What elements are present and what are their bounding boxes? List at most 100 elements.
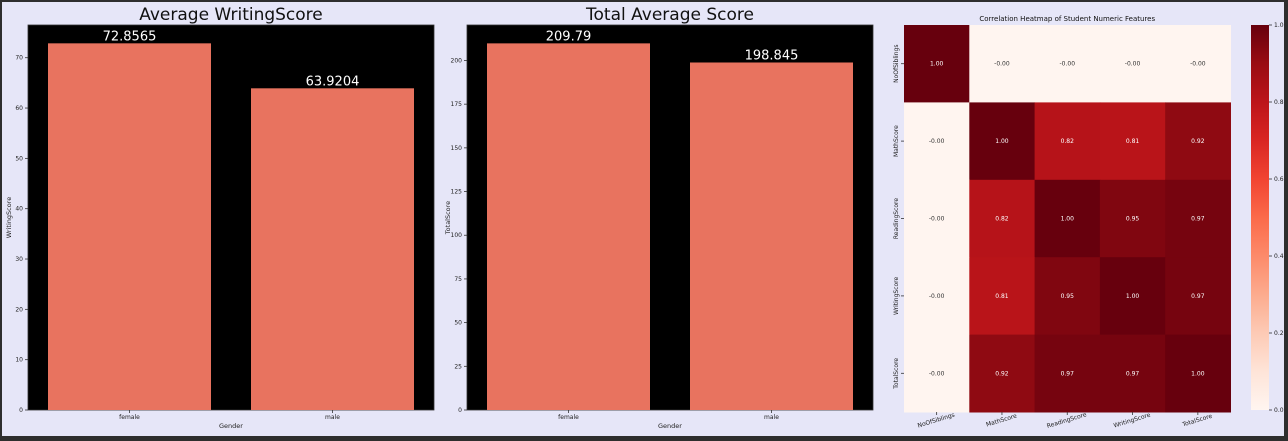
colorbar-tick-label: 0.4: [1274, 253, 1284, 260]
heatmap-cell: [969, 179, 1036, 258]
heatmap-cell: [1165, 102, 1231, 181]
chart-title: Average WritingScore: [139, 5, 323, 25]
y-tick-label: 50: [15, 155, 23, 162]
y-axis-label: TotalScore: [444, 201, 452, 235]
y-tick-label: 50: [454, 320, 462, 327]
heatmap-cell-value: 0.97: [1061, 370, 1075, 377]
y-tick-label: 75: [454, 276, 462, 283]
heatmap-cell: [1099, 102, 1166, 181]
heatmap-cell-value: -0.00: [1059, 61, 1075, 68]
data-label-male: 63.9204: [306, 74, 360, 89]
heatmap-cell-value: 1.00: [995, 138, 1009, 145]
heatmap-cell-value: 1.00: [1126, 293, 1140, 300]
x-tick-label: female: [558, 414, 579, 421]
heatmap-cell-value: 1.00: [1061, 216, 1075, 223]
heatmap-cell-value: -0.00: [929, 370, 945, 377]
heatmap-cell: [1034, 25, 1101, 103]
heatmap-cell-value: -0.00: [1190, 61, 1206, 68]
row-label: MathScore: [893, 125, 900, 157]
row-label: WritingScore: [893, 276, 900, 315]
y-tick-label: 175: [451, 101, 463, 108]
heatmap-cell-value: 0.95: [1126, 216, 1140, 223]
heatmap-cell: [1034, 334, 1101, 413]
colorbar-tick-label: 0.0: [1274, 407, 1284, 414]
heatmap-cell-value: 0.97: [1191, 216, 1205, 223]
y-tick-label: 30: [15, 256, 23, 263]
heatmap-cell-value: 0.92: [995, 370, 1009, 377]
y-tick-label: 125: [451, 189, 463, 196]
heatmap-cell-value: 0.97: [1191, 293, 1205, 300]
heatmap-cell-value: 0.97: [1126, 370, 1140, 377]
heatmap-cell: [969, 25, 1036, 103]
heatmap-cell-value: -0.00: [1125, 61, 1141, 68]
x-axis-label: Gender: [219, 422, 243, 430]
y-tick-label: 150: [451, 145, 463, 152]
bar-male: [690, 62, 853, 411]
heatmap-cell-value: 0.81: [995, 293, 1009, 300]
heatmap-cell-value: -0.00: [929, 216, 945, 223]
y-tick-label: 25: [454, 363, 462, 370]
heatmap-cell: [1099, 257, 1166, 336]
y-tick-label: 200: [451, 57, 463, 64]
heatmap-cell-value: 1.00: [930, 61, 944, 68]
figure-svg: Average WritingScore 0 10 20 30 40 50 60 70 72.85…: [5, 5, 1284, 430]
heatmap-cell-value: -0.00: [994, 61, 1010, 68]
heatmap-cell: [904, 179, 970, 258]
heatmap-cell: [969, 334, 1036, 413]
x-tick-label: male: [325, 414, 340, 421]
y-tick-label: 10: [15, 357, 23, 364]
colorbar-tick-label: 0.8: [1274, 99, 1284, 106]
heatmap-cell-value: -0.00: [929, 138, 945, 145]
heatmap-cell: [904, 334, 970, 413]
heatmap-cell: [1034, 102, 1101, 181]
row-label: ReadingScore: [893, 198, 900, 239]
colorbar-tick-label: 1.0: [1274, 22, 1284, 29]
heatmap-cell-value: 0.95: [1061, 293, 1075, 300]
colorbar-tick-label: 0.2: [1274, 330, 1284, 337]
x-tick-label: female: [119, 414, 140, 421]
data-label-female: 72.8565: [103, 29, 157, 44]
x-tick-label: male: [764, 414, 779, 421]
heatmap-cell: [904, 102, 970, 181]
heatmap-cell: [1034, 257, 1101, 336]
heatmap-title: Correlation Heatmap of Student Numeric F…: [979, 15, 1155, 23]
heatmap-cell: [1099, 179, 1166, 258]
heatmap-cell: [1099, 25, 1166, 103]
y-tick-label: 60: [15, 105, 23, 112]
y-axis-label: WritingScore: [5, 197, 13, 238]
heatmap-cell-value: 0.82: [995, 216, 1009, 223]
heatmap-cell: [904, 257, 970, 336]
heatmap-cell: [969, 102, 1036, 181]
data-label-male: 198.845: [745, 48, 799, 63]
chart-title: Total Average Score: [585, 5, 754, 25]
y-tick-label: 20: [15, 306, 23, 313]
y-tick-label: 40: [15, 206, 23, 213]
figure-canvas: Average WritingScore 0 10 20 30 40 50 60 70 72.85…: [2, 2, 1284, 436]
y-tick-label: 0: [458, 407, 462, 414]
heatmap-cell: [1165, 179, 1231, 258]
heatmap-cell: [1099, 334, 1166, 413]
heatmap-cell-value: 0.92: [1191, 138, 1205, 145]
heatmap-cell: [1165, 257, 1231, 336]
colorbar: [1251, 25, 1269, 410]
bar-male: [251, 88, 414, 411]
heatmap-cell: [969, 257, 1036, 336]
colorbar-tick-label: 0.6: [1274, 176, 1284, 183]
y-tick-label: 70: [15, 55, 23, 62]
heatmap-cell-value: 0.81: [1126, 138, 1140, 145]
heatmap-cell-value: 0.82: [1061, 138, 1075, 145]
row-label: NoOfSiblings: [893, 45, 900, 83]
col-label: NoOfSiblings: [917, 412, 956, 430]
heatmap-cell-value: -0.00: [929, 293, 945, 300]
heatmap-cell: [1165, 25, 1231, 103]
data-label-female: 209.79: [546, 29, 592, 44]
col-label: TotalScore: [1181, 413, 1214, 429]
heatmap-cell: [1034, 179, 1101, 258]
y-tick-label: 100: [451, 232, 463, 239]
heatmap-cell: [1165, 334, 1231, 413]
bar-female: [48, 43, 211, 410]
heatmap-cell-value: 1.00: [1191, 370, 1205, 377]
y-tick-label: 0: [19, 407, 23, 414]
x-axis-label: Gender: [658, 422, 682, 430]
row-label: TotalScore: [893, 358, 900, 390]
